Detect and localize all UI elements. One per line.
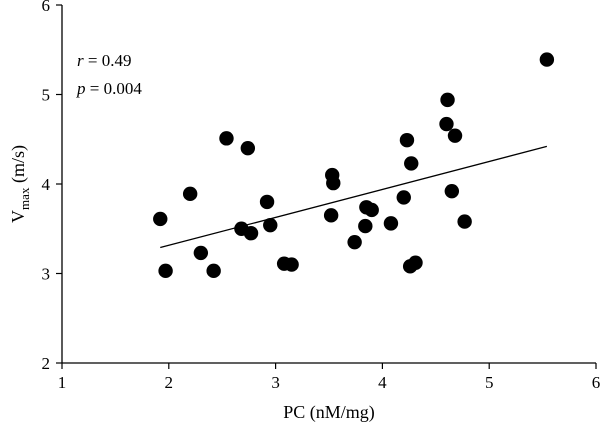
stat-r-value: = 0.49 bbox=[84, 51, 132, 70]
x-tick-label: 6 bbox=[592, 373, 600, 392]
stat-p-symbol: p bbox=[76, 79, 86, 98]
y-ticks: 2 3 4 5 6 bbox=[42, 0, 62, 373]
data-point bbox=[240, 141, 256, 156]
y-axis-title-main: V bbox=[8, 210, 28, 223]
data-point bbox=[243, 226, 259, 241]
trendline bbox=[160, 145, 548, 249]
data-point bbox=[182, 186, 198, 202]
x-tick-label: 4 bbox=[378, 373, 387, 392]
x-tick-label: 3 bbox=[271, 373, 280, 392]
data-point bbox=[396, 190, 411, 205]
data-point bbox=[383, 216, 399, 231]
data-point bbox=[206, 263, 221, 279]
y-axis-title-unit: (m/s) bbox=[8, 145, 29, 188]
data-point bbox=[326, 175, 341, 191]
data-point bbox=[323, 208, 339, 223]
data-point bbox=[539, 52, 555, 67]
x-tick-label: 5 bbox=[485, 373, 494, 392]
data-point bbox=[347, 234, 362, 250]
stat-p: p = 0.004 bbox=[76, 79, 142, 98]
data-point bbox=[408, 255, 423, 270]
data-point bbox=[404, 156, 419, 171]
x-tick-label: 2 bbox=[165, 373, 174, 392]
y-tick-label: 5 bbox=[42, 86, 51, 105]
y-tick-label: 3 bbox=[42, 265, 51, 284]
data-point bbox=[219, 131, 234, 146]
data-point bbox=[284, 257, 299, 272]
y-axis-title-subscript: max bbox=[17, 187, 32, 210]
x-tick-label: 1 bbox=[58, 373, 67, 392]
data-point bbox=[439, 116, 454, 132]
data-point bbox=[193, 245, 209, 261]
data-point bbox=[364, 202, 379, 218]
stat-p-value: = 0.004 bbox=[86, 79, 143, 98]
x-ticks: 1 2 3 4 5 6 bbox=[58, 363, 600, 392]
data-points bbox=[153, 52, 555, 279]
data-point bbox=[447, 128, 463, 143]
data-point bbox=[440, 92, 455, 108]
y-tick-label: 6 bbox=[42, 0, 51, 15]
data-point bbox=[263, 217, 278, 233]
data-point bbox=[399, 132, 415, 148]
data-point bbox=[259, 194, 275, 210]
data-point bbox=[457, 214, 472, 229]
data-point bbox=[158, 263, 173, 279]
stat-r: r = 0.49 bbox=[77, 51, 131, 70]
y-axis-title: Vmax (m/s) bbox=[8, 145, 32, 223]
data-point bbox=[153, 211, 168, 227]
trendline-group bbox=[160, 145, 548, 249]
data-point bbox=[358, 218, 373, 234]
stat-r-symbol: r bbox=[77, 51, 84, 70]
x-axis-title: PC (nM/mg) bbox=[283, 402, 375, 423]
y-tick-label: 2 bbox=[42, 354, 51, 373]
data-point bbox=[444, 183, 460, 199]
y-tick-label: 4 bbox=[42, 175, 51, 194]
